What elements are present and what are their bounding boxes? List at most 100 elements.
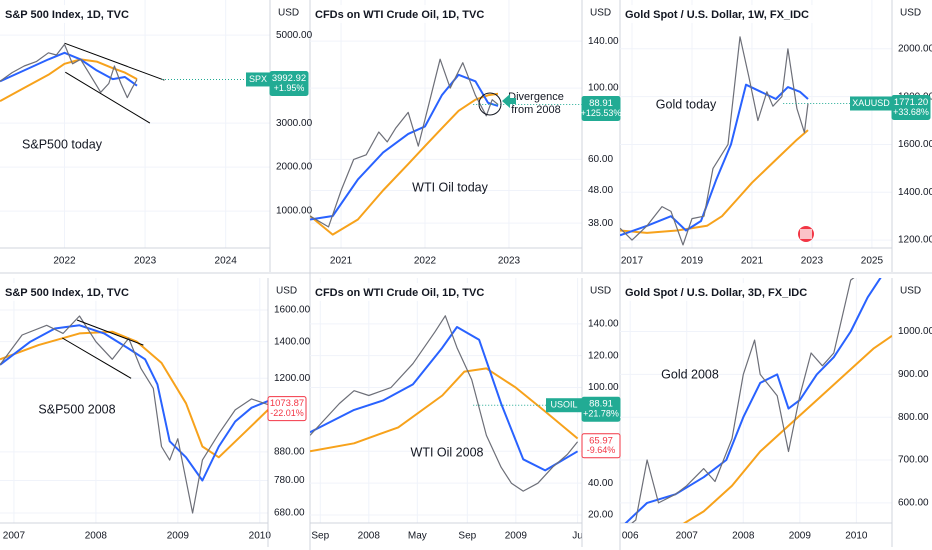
annotation: Gold 2008 [661,367,719,381]
badge-change: +1.95% [274,83,305,93]
panel: 1000.00 2000.00 3000.00 5000.00 2022 2023 2024… [0,0,313,272]
y-tick-label: 5000.00 [276,30,313,41]
y-tick-label: 100.00 [588,83,619,94]
y-axis-unit: USD [278,8,299,19]
price-line [0,315,268,514]
y-tick-label: 2000.00 [898,43,932,54]
y-tick-label: 1600.00 [898,139,932,150]
y-axis-unit: USD [590,8,611,19]
y-axis-unit: USD [900,286,921,297]
title-backdrop [622,5,839,23]
x-tick-label: 2023 [801,256,824,267]
y-tick-label: 3000.00 [276,118,313,129]
series-group [310,315,579,492]
divergence-marker [478,92,516,116]
price-badge [267,396,307,422]
y-tick-label: 120.00 [588,350,619,361]
trend-line [76,319,144,346]
y-tick-label: 140.00 [588,318,619,329]
badge-symbol: SPX [249,74,267,84]
chart-title: CFDs on WTI Crude Oil, 1D, TVC [315,287,484,299]
panel: 1200.001400.001600.001800.002000.0020172… [620,0,932,272]
price-line [310,92,499,236]
title-backdrop [622,283,839,301]
badge-price: 1073.87 [270,398,304,409]
trend-line [64,42,165,81]
x-tick-label: 2008 [358,531,381,542]
price-line [0,43,138,99]
price-line [620,83,809,237]
title-backdrop [312,5,498,23]
y-tick-label: 2000.00 [276,162,313,173]
x-tick-label: Ju [572,531,583,542]
y-axis-unit: USD [590,286,611,297]
price-line [310,315,579,492]
x-tick-label: 006 [622,531,639,542]
y-tick-label: 700.00 [898,455,929,466]
x-tick-label: 2009 [167,531,190,542]
x-tick-label: 2023 [498,256,521,267]
trend-line [65,71,151,124]
y-tick-label: 38.00 [588,218,613,229]
chart-title: S&P 500 Index, 1D, TVC [5,9,129,21]
series-group [0,315,268,514]
title-backdrop [312,283,498,301]
price-badge [581,433,621,459]
x-tick-label: 2010 [249,531,272,542]
y-axis-unit: USD [276,286,297,297]
x-tick-label: 2009 [789,531,812,542]
series-group [620,36,809,246]
y-tick-label: 1000.00 [898,326,932,337]
badge-change: +125.53% [581,108,622,118]
symbol-badge [246,72,270,87]
y-tick-label: 1000.00 [276,206,313,217]
y-tick-label: 900.00 [898,369,929,380]
x-tick-label: 2022 [53,256,76,267]
x-tick-label: 2021 [741,256,764,267]
x-tick-label: 2023 [134,256,157,267]
annotation: Gold today [656,97,717,111]
y-tick-label: 1400.00 [898,187,932,198]
divergence-circle [478,92,502,116]
y-tick-label: 800.00 [898,412,929,423]
annotation: WTI Oil 2008 [411,445,484,459]
annotation: from 2008 [511,104,561,116]
flag-icon [798,226,814,242]
price-line [310,326,579,472]
y-tick-label: 880.00 [274,446,305,457]
y-tick-label: 780.00 [274,475,305,486]
panel: 20.0040.0060.00100.00120.00140.00Sep2008… [310,278,621,547]
x-tick-label: 2022 [414,256,437,267]
annotation: WTI Oil today [412,180,488,194]
title-backdrop [2,5,139,23]
y-axis-unit: USD [900,8,921,19]
x-tick-label: 2009 [505,531,528,542]
chart-title: CFDs on WTI Crude Oil, 1D, TVC [315,9,484,21]
x-tick-label: 2017 [621,256,644,267]
x-tick-label: 2007 [676,531,699,542]
x-tick-label: 2025 [861,256,884,267]
x-tick-label: 2021 [330,256,353,267]
y-tick-label: 1600.00 [274,305,311,316]
price-line [620,36,809,246]
badge-price: 88.91 [589,399,613,410]
x-tick-label: 2024 [215,256,238,267]
y-tick-label: 1200.00 [898,235,932,246]
panel: 38.00 48.00 60.00 100.00 140.00 2021 2022 2023 U… [310,0,621,272]
y-tick-label: 60.00 [588,154,613,165]
annotation: S&P500 today [22,137,103,151]
price-line [682,334,892,523]
series-group [624,278,892,523]
y-tick-label: 680.00 [274,508,305,519]
badge-change: -9.64% [587,445,616,455]
x-tick-label: 2007 [3,531,26,542]
chart-title: Gold Spot / U.S. Dollar, 1W, FX_IDC [625,9,809,21]
x-tick-label: 2019 [681,256,704,267]
badge-price: 3992.92 [272,73,306,84]
y-tick-label: 20.00 [588,510,613,521]
y-tick-label: 40.00 [588,478,613,489]
x-tick-label: Sep [311,531,329,542]
chart-title: S&P 500 Index, 1D, TVC [5,287,129,299]
title-backdrop [2,283,139,301]
badge-price: 88.91 [589,98,613,109]
